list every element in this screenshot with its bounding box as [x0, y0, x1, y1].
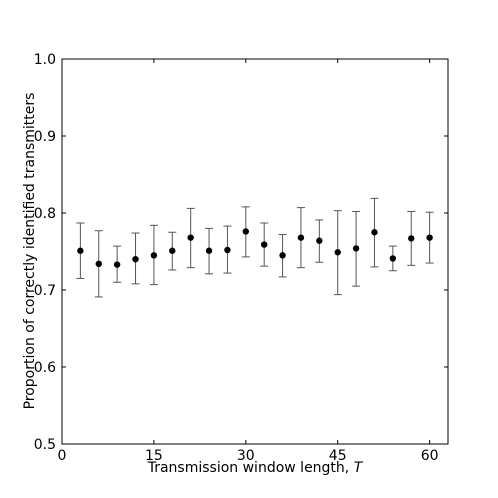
data-point	[242, 228, 250, 235]
data-point	[187, 234, 194, 241]
data-point	[205, 247, 213, 254]
x-tick-label: 60	[421, 448, 439, 464]
data-point	[95, 260, 102, 268]
data-point	[316, 237, 323, 244]
x-tick-label: 45	[329, 448, 347, 464]
y-tick-label: 0.5	[34, 437, 56, 453]
data-point	[113, 261, 121, 268]
data-point	[169, 247, 176, 254]
data-point	[371, 229, 378, 236]
y-tick-label: 1.0	[34, 52, 56, 68]
y-tick-label: 0.6	[34, 360, 56, 376]
data-point	[389, 255, 397, 262]
data-points	[77, 228, 433, 268]
y-axis-label: Proportion of correctly identified trans…	[22, 93, 38, 410]
y-tick-label: 0.7	[34, 283, 56, 299]
data-point	[77, 247, 84, 254]
x-tick-label: 30	[237, 448, 255, 464]
data-point	[150, 252, 158, 259]
data-point	[352, 245, 360, 252]
axis-ticks: 0 15 30 45 60 0.5 0.6 0.7 0.8 0.9 1.0	[34, 52, 448, 464]
x-tick-label: 15	[145, 448, 163, 464]
data-point	[297, 234, 305, 241]
error-bars	[76, 197, 434, 298]
x-axis-label-var: T	[354, 460, 364, 476]
data-point	[426, 234, 433, 241]
data-point	[260, 241, 268, 248]
data-point	[132, 256, 139, 263]
data-point	[279, 252, 286, 259]
x-tick-label: 0	[58, 448, 67, 464]
data-point	[334, 249, 341, 256]
x-axis-label-text: Transmission window length,	[147, 460, 354, 476]
y-tick-label: 0.8	[34, 206, 56, 222]
y-tick-label: 0.9	[34, 129, 56, 145]
plot-frame	[61, 58, 449, 445]
data-point	[224, 246, 231, 254]
x-axis-label: Transmission window length, T	[147, 460, 364, 476]
data-point	[408, 235, 415, 242]
